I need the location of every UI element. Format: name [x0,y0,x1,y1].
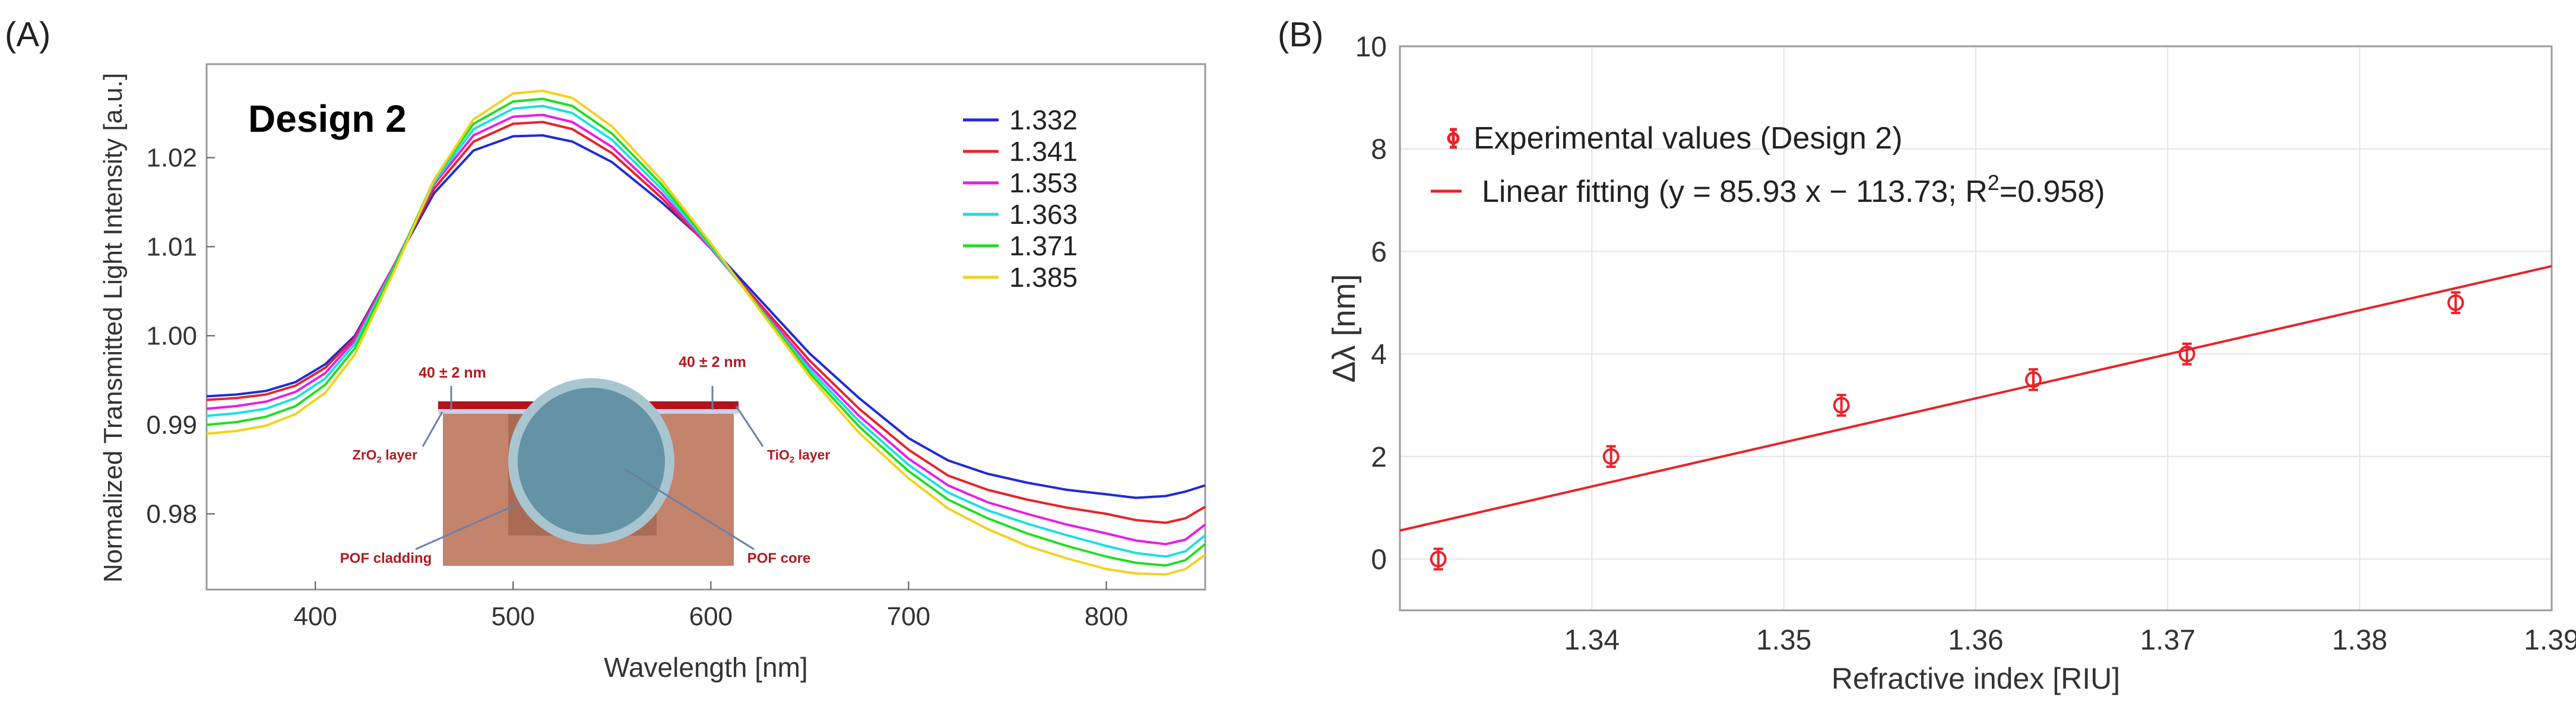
legend-label-1.353: 1.353 [1009,167,1078,198]
panel-a-y-tick-label: 0.99 [146,411,197,440]
panel-a-x-tick-label: 400 [293,602,337,631]
panel-b-y-tick-labels: 0 2 4 6 8 10 [1355,31,1387,576]
inset-leader-core [624,468,755,550]
panel-b-fit-line [1399,265,2552,532]
panel-b-x-tick-label: 1.37 [2140,625,2195,656]
panel-b-x-axis-label: Refractive index [RIU] [1832,662,2120,695]
panel-b-data-points [1430,291,2464,571]
data-point [1602,448,1620,465]
inset-tio2-main: TiO [767,447,790,463]
legend-label-1.332: 1.332 [1009,104,1078,135]
panel-b-y-tick-label: 2 [1371,442,1387,473]
legend-fit-label-sup: 2 [1988,170,2000,195]
fit-line [1399,265,2552,532]
legend-fit-label-prefix: Linear fitting (y = 85.93 x − 113.73; R [1482,175,1988,209]
data-point [2025,371,2042,388]
panel-b-label: (B) [1278,15,1323,54]
inset-zro2-label: ZrO2 layer [353,447,417,465]
legend-label-1.385: 1.385 [1009,262,1078,293]
panel-a-y-tick-label: 1.01 [146,233,197,262]
inset-cladding-label: POF cladding [340,550,432,566]
panel-a-y-tick-label: 1.02 [146,144,197,173]
panel-b-x-tick-label: 1.36 [1948,625,2003,656]
panel-a-y-tick-label: 1.00 [146,322,197,351]
panel-a-title: Design 2 [248,97,407,140]
panel-b: (B) 1.34 1.35 1.36 1.37 1.38 1.39 0 2 4 6 8 10 Ref… [1278,15,2576,695]
panel-a-x-tick-label: 800 [1085,602,1128,631]
panel-b-y-tick-label: 8 [1371,134,1387,166]
inset-tio2-subscript: 2 [790,455,794,465]
series-line-1.353 [206,113,1206,546]
legend-label-1.371: 1.371 [1009,230,1078,261]
panel-b-y-tick-label: 10 [1355,31,1387,63]
series-line-1.363 [206,104,1206,558]
panel-b-legend: Experimental values (Design 2) Linear fi… [1431,121,2105,209]
inset-zro2-main: ZrO [353,447,377,463]
inset-zro2-subscript: 2 [377,455,382,465]
panel-b-x-tick-label: 1.34 [1564,625,1620,656]
series-line-1.385 [206,90,1206,576]
panel-a-x-tick-labels: 400 500 600 700 800 [293,602,1128,631]
panel-b-x-tick-label: 1.39 [2524,625,2576,656]
legend-fit-label-suffix: =0.958) [2000,175,2105,209]
panel-b-x-tick-label: 1.35 [1756,625,1811,656]
legend-label-1.363: 1.363 [1009,199,1078,230]
data-point [1430,550,1447,568]
inset-leader-zro2 [422,411,443,447]
data-point [1833,397,1850,414]
legend-label-1.341: 1.341 [1009,136,1078,167]
inset-tio2-label: TiO2 layer [767,447,830,465]
inset-pof-core-shape [518,388,665,535]
inset-core-label: POF core [747,550,811,566]
panel-a-y-tick-label: 0.98 [146,500,197,529]
inset-leader-cladding [415,503,517,550]
data-point [2178,346,2195,363]
legend-fit-label: Linear fitting (y = 85.93 x − 113.73; R2… [1482,170,2105,209]
legend-points-marker [1447,132,1460,145]
panel-a: (A) 400 500 600 700 800 0.98 0.99 1.00 1.01 1.02… [5,15,1206,683]
panel-a-x-axis-label: Wavelength [nm] [604,652,807,683]
inset-leader-tio2 [735,406,764,447]
panel-b-x-tick-labels: 1.34 1.35 1.36 1.37 1.38 1.39 [1564,625,2576,656]
legend-points-label: Experimental values (Design 2) [1474,121,1903,156]
series-line-1.371 [206,97,1206,567]
panel-a-series-lines [206,90,1206,576]
series-line-1.341 [206,121,1206,524]
inset-zro2-suffix: layer [382,447,417,463]
panel-b-y-axis-label: Δλ [nm] [1326,274,1362,382]
panel-b-y-tick-label: 0 [1371,544,1387,576]
inset-tio2-suffix: layer [794,447,830,463]
panel-a-y-tick-labels: 0.98 0.99 1.00 1.01 1.02 [146,144,197,529]
panel-a-y-axis-label: Normalized Transmitted Light Intensity [… [99,73,128,582]
panel-a-x-tick-label: 600 [689,602,733,631]
panel-b-plot-frame [1399,45,2553,612]
panel-b-x-tick-label: 1.38 [2332,625,2387,656]
panel-b-y-tick-label: 4 [1371,339,1387,370]
panel-b-y-tick-label: 6 [1371,236,1387,268]
panel-a-x-tick-label: 700 [887,602,930,631]
inset-top-left-thickness: 40 ± 2 nm [419,365,486,381]
panel-a-label: (A) [5,15,50,54]
panel-a-x-tick-label: 500 [492,602,535,631]
inset-diagram: 40 ± 2 nm 40 ± 2 nm ZrO2 layer TiO2 laye… [340,354,831,566]
data-point [2447,294,2464,311]
inset-top-right-thickness: 40 ± 2 nm [679,354,746,370]
